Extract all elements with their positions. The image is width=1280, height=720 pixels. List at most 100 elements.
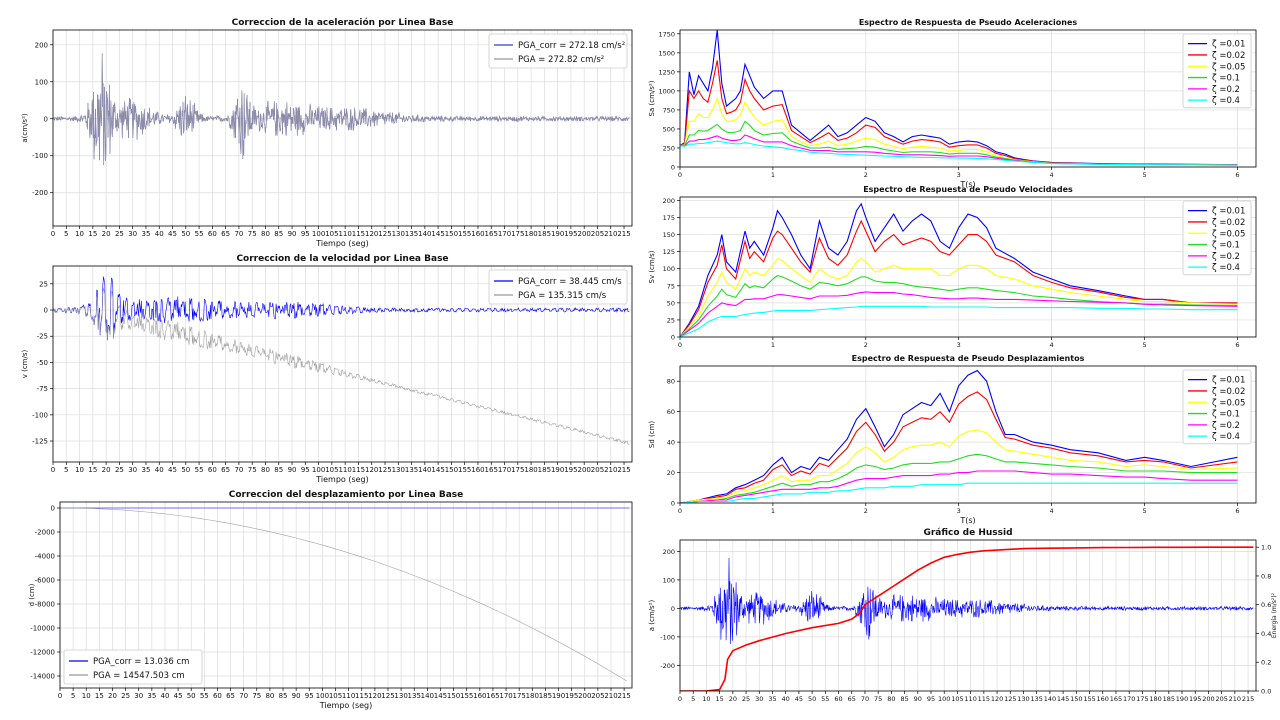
- x-tick-label: 200: [1202, 695, 1214, 703]
- y-tick-label: 0: [671, 605, 675, 613]
- legend-label: ζ =0.1: [1212, 74, 1240, 84]
- x-tick-label: 30: [134, 692, 143, 700]
- y-tick-label: -100: [32, 152, 48, 160]
- x-tick-label: 205: [591, 230, 604, 238]
- y-tick-label: -10000: [30, 625, 55, 633]
- x-tick-label: 3: [957, 507, 961, 515]
- x-tick-label: 130: [392, 466, 405, 474]
- x-tick-label: 65: [221, 466, 230, 474]
- y-tick-label: 0: [44, 307, 48, 315]
- x-tick-label: 0: [678, 171, 682, 179]
- x-tick-label: 95: [301, 466, 310, 474]
- x-tick-label: 20: [102, 230, 111, 238]
- x-tick-label: 145: [431, 466, 444, 474]
- y-tick-label: 125: [663, 248, 675, 256]
- x-tick-label: 15: [88, 466, 97, 474]
- y-tick-label: -8000: [35, 601, 55, 609]
- x-tick-label: 35: [768, 695, 776, 703]
- x-tick-label: 65: [226, 692, 235, 700]
- x-tick-label: 5: [691, 695, 695, 703]
- x-tick-label: 185: [539, 692, 552, 700]
- x-tick-label: 100: [938, 695, 950, 703]
- y-tick-label: 0: [51, 505, 55, 513]
- plot-frame: [52, 265, 633, 463]
- series-line: [53, 276, 630, 341]
- x-tick-label: 140: [1044, 695, 1056, 703]
- plot-frame: [679, 539, 1257, 692]
- x-tick-label: 70: [234, 230, 243, 238]
- x-tick-label: 95: [301, 230, 310, 238]
- series-line: [680, 120, 1238, 166]
- y-axis-label: Sd (cm): [648, 421, 656, 449]
- y-tick-label: 200: [35, 41, 48, 49]
- x-tick-label: 6: [1235, 171, 1239, 179]
- x-tick-label: 30: [128, 466, 137, 474]
- chart-hussid: 0 5 10 15 20 25 30 35 40 45 50 55 60 65 70 75 80 85 90 95 10…: [648, 528, 1278, 703]
- series-line: [680, 140, 1238, 166]
- x-tick-label: 140: [418, 466, 431, 474]
- series-line: [680, 369, 1238, 503]
- legend-label: PGA = 272.82 cm/s²: [518, 55, 604, 65]
- y-tick-label: 40: [667, 439, 675, 447]
- x-tick-label: 6: [1235, 507, 1239, 515]
- x-tick-label: 170: [498, 466, 511, 474]
- x-tick-label: 120: [365, 230, 378, 238]
- x-tick-label: 10: [75, 466, 84, 474]
- series-line: [680, 30, 1238, 166]
- legend: ζ =0.01ζ =0.02ζ =0.05 ζ =0.1ζ =0.2ζ =0.4: [1182, 200, 1252, 276]
- x-tick-label: 30: [755, 695, 763, 703]
- y-tick-label: -125: [32, 438, 48, 446]
- x-tick-label: 150: [447, 692, 460, 700]
- x-tick-label: 45: [168, 230, 177, 238]
- chart-title: Correccion de la aceleración por Linea B…: [232, 17, 454, 28]
- x-tick-label: 160: [471, 466, 484, 474]
- y-tick-label: 100: [663, 576, 675, 584]
- x-tick-label: 40: [155, 466, 164, 474]
- x-tick-label: 15: [715, 695, 723, 703]
- series-line: [680, 134, 1238, 166]
- chart-acc: 0 5 10 15 20 25 30 35 40 45 50 55 60 65 70 75 80 85 90 95 10…: [21, 17, 633, 248]
- x-tick-label: 2: [864, 171, 868, 179]
- x-tick-label: 65: [848, 695, 856, 703]
- x-tick-label: 205: [591, 692, 604, 700]
- x-tick-label: 20: [108, 692, 117, 700]
- x-tick-label: 150: [1070, 695, 1082, 703]
- right-tick-label: 0.6: [1261, 601, 1271, 609]
- x-tick-label: 45: [174, 692, 183, 700]
- series-line: [680, 96, 1238, 166]
- x-tick-label: 195: [565, 692, 578, 700]
- x-tick-label: 60: [834, 695, 842, 703]
- legend-label: ζ =0.02: [1212, 387, 1245, 397]
- x-tick-label: 4: [1050, 171, 1054, 179]
- x-tick-label: 5: [1142, 507, 1146, 515]
- x-tick-label: 160: [473, 692, 486, 700]
- chart-title: Espectro de Respuesta de Pseudo Desplaza…: [852, 354, 1085, 363]
- x-tick-label: 0: [678, 507, 682, 515]
- x-axis-label: T(s): [959, 516, 975, 525]
- series-line: [680, 470, 1238, 503]
- legend-label: ζ =0.4: [1212, 263, 1240, 273]
- x-tick-label: 35: [141, 230, 150, 238]
- plot-area: [680, 546, 1254, 691]
- x-tick-label: 85: [274, 466, 283, 474]
- x-tick-label: 70: [239, 692, 248, 700]
- x-tick-label: 200: [578, 692, 591, 700]
- x-tick-label: 0: [58, 692, 62, 700]
- y-tick-label: 200: [663, 548, 675, 556]
- x-tick-label: 80: [261, 230, 270, 238]
- x-tick-label: 100: [312, 466, 325, 474]
- x-tick-label: 4: [1050, 341, 1054, 349]
- plot-area: [680, 369, 1238, 503]
- x-tick-label: 165: [1110, 695, 1122, 703]
- y-axis-label: a(cm/s²): [21, 113, 29, 142]
- x-tick-label: 105: [951, 695, 963, 703]
- x-tick-label: 215: [617, 692, 630, 700]
- legend-label: ζ =0.2: [1212, 421, 1240, 431]
- x-tick-label: 145: [434, 692, 447, 700]
- chart-sv: 0 1 2 3 4 5 6 0 25 50 75 100 125 150 175 200 Espectro de…: [648, 185, 1257, 349]
- x-tick-label: 3: [957, 341, 961, 349]
- y-tick-label: 80: [667, 378, 675, 386]
- x-tick-label: 105: [325, 230, 338, 238]
- x-tick-label: 115: [355, 692, 368, 700]
- x-tick-label: 2: [864, 507, 868, 515]
